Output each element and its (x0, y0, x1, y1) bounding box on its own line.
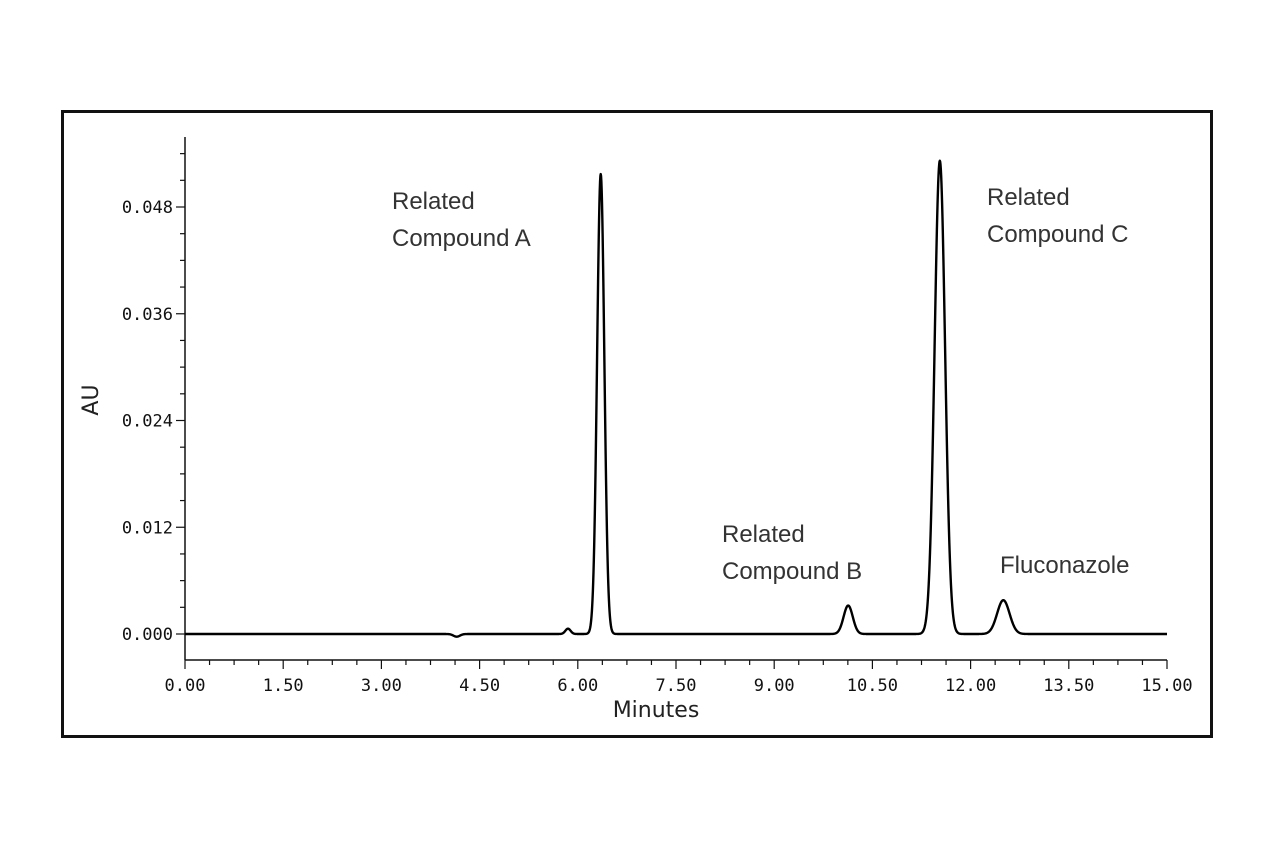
y-tick-label: 0.012 (122, 518, 173, 538)
x-axis-title: Minutes (613, 698, 700, 723)
peak-label-line: Compound A (392, 225, 531, 252)
peak-label: Related Compound C (987, 184, 1128, 248)
x-tick-label: 9.00 (754, 676, 795, 696)
peak-label-line: Compound B (722, 558, 862, 585)
peak-label-line: Related (987, 184, 1070, 211)
peak-label: Fluconazole (1000, 552, 1129, 579)
axes: 0.000 0.012 0.024 0.036 0.048 0.00 1.50 3.00 4.5… (79, 137, 1193, 723)
peak-label: Related Compound B (722, 521, 862, 585)
x-tick-label: 4.50 (459, 676, 500, 696)
y-axis-title: AU (79, 384, 104, 415)
y-tick-label: 0.000 (122, 625, 173, 645)
x-tick-label: 12.00 (945, 676, 996, 696)
peak-label-line: Related (392, 188, 475, 215)
x-tick-label: 13.50 (1043, 676, 1094, 696)
x-tick-label: 10.50 (847, 676, 898, 696)
x-tick-label: 0.00 (165, 676, 206, 696)
x-tick-label: 3.00 (361, 676, 402, 696)
x-tick-label: 1.50 (263, 676, 304, 696)
peak-label-line: Compound C (987, 221, 1128, 248)
peak-label: Related Compound A (392, 188, 531, 252)
peak-label-line: Fluconazole (1000, 552, 1129, 579)
x-tick-label: 6.00 (557, 676, 598, 696)
trace-layer (184, 159, 1168, 638)
x-tick-label: 7.50 (656, 676, 697, 696)
y-tick-label: 0.024 (122, 412, 173, 432)
y-tick-label: 0.036 (122, 305, 173, 325)
peak-label-line: Related (722, 521, 805, 548)
y-tick-label: 0.048 (122, 198, 173, 218)
x-tick-label: 15.00 (1141, 676, 1192, 696)
chromatogram-trace (184, 159, 1168, 638)
